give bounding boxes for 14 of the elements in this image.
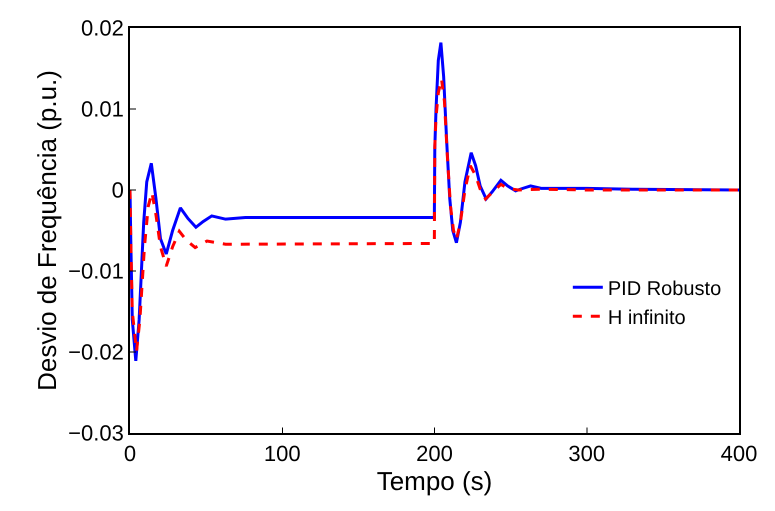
x-axis-title: Tempo (s) [376,466,492,496]
x-tick-label: 100 [264,441,301,466]
x-tick-label: 200 [416,441,453,466]
x-tick-label: 300 [568,441,606,466]
y-tick-label: −0.01 [68,258,124,284]
y-tick-label: −0.03 [68,420,124,446]
y-tick-label: −0.02 [68,340,124,365]
legend-label: PID Robusto [608,278,722,300]
y-axis-title: Desvio de Frequência (p.u.) [32,70,62,391]
y-tick-label: 0 [112,178,124,203]
x-tick-label: 400 [720,441,758,466]
legend-label: H infinito [608,307,686,330]
y-tick-label: 0.01 [81,96,124,122]
y-tick-label: 0.02 [81,16,124,41]
